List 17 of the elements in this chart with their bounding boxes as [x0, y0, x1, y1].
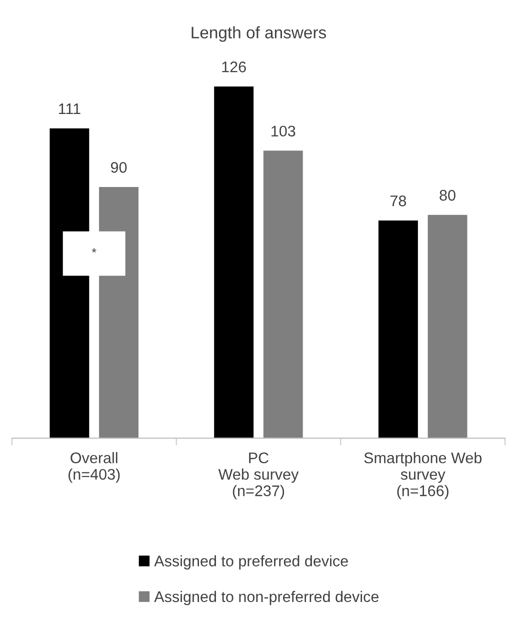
bar — [263, 150, 303, 438]
bar — [428, 214, 468, 438]
data-label: 111 — [58, 104, 80, 114]
legend-label: Assigned to non-preferred device — [154, 590, 378, 606]
data-label: 126 — [222, 62, 246, 72]
x-tick-label: Overall (n=403) — [68, 452, 120, 483]
data-label: 90 — [110, 162, 127, 173]
data-label: 103 — [272, 126, 296, 137]
data-label: 80 — [440, 190, 456, 201]
chart-title: Length of answers — [192, 26, 326, 42]
annotation: * — [92, 248, 96, 253]
x-tick-label: Smartphone Web survey (n=166) — [364, 452, 482, 500]
bar — [214, 86, 254, 438]
bar — [378, 220, 418, 438]
legend-label: Assigned to preferred device — [154, 555, 348, 570]
x-tick-label: PC Web survey (n=237) — [218, 452, 299, 500]
data-label: 78 — [390, 196, 406, 206]
